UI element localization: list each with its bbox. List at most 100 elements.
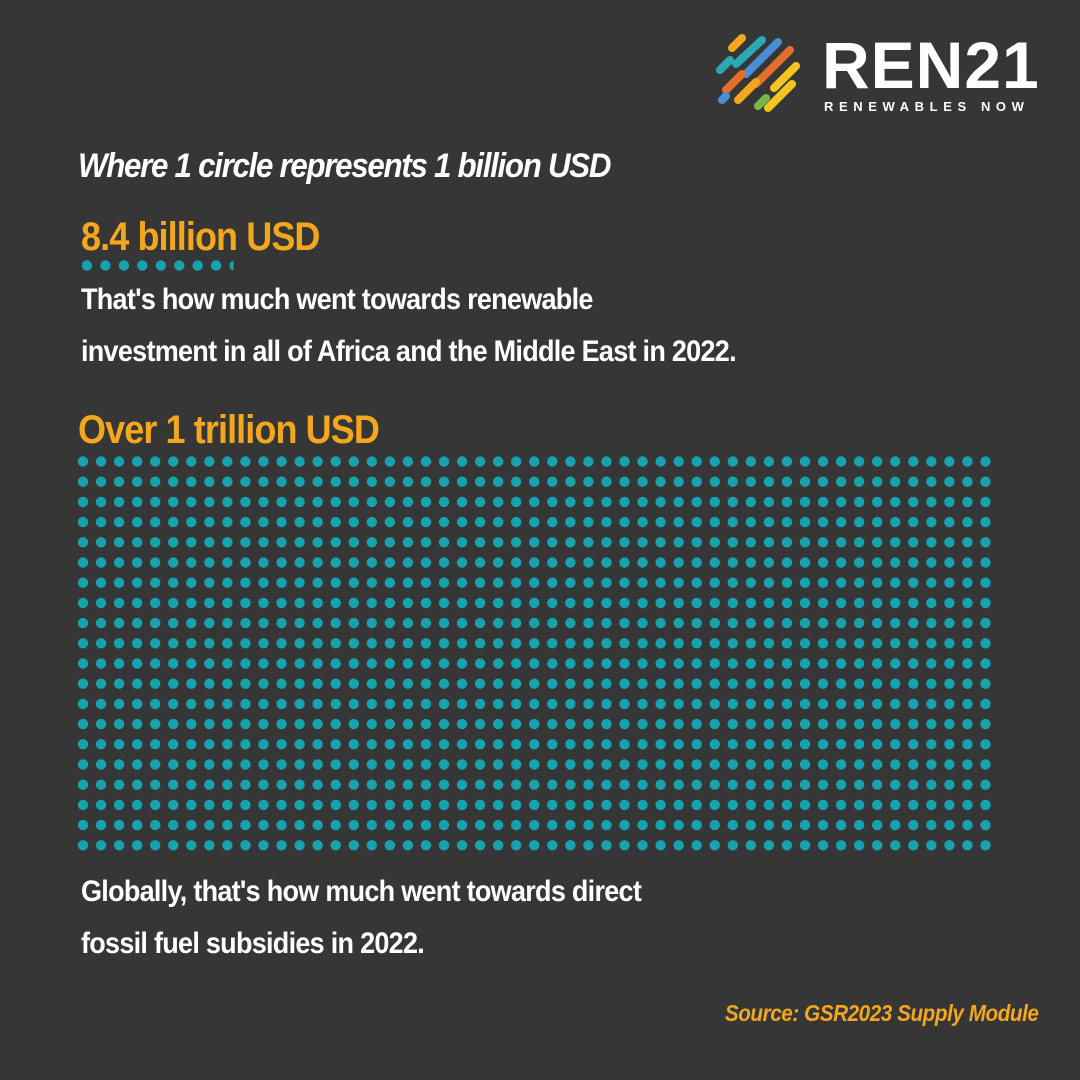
- billion-dot-subsidies: [204, 819, 215, 831]
- billion-dot-subsidies: [474, 718, 486, 730]
- billion-dot-subsidies: [186, 739, 197, 750]
- logo-stroke: [734, 78, 760, 104]
- billion-dot-subsidies: [420, 638, 432, 649]
- billion-dot-subsidies: [312, 658, 323, 669]
- billion-dot-subsidies: [511, 698, 522, 710]
- billion-dot-subsidies: [799, 476, 811, 487]
- billion-dot-subsidies: [962, 819, 973, 831]
- billion-dot-subsidies: [348, 617, 359, 629]
- billion-dot-subsidies: [222, 577, 233, 588]
- billion-dot-subsidies: [619, 658, 630, 669]
- billion-dot-subsidies: [456, 840, 468, 851]
- billion-dot-subsidies: [835, 537, 847, 548]
- billion-dot-subsidies: [565, 739, 576, 750]
- billion-dot-subsidies: [456, 516, 468, 528]
- billion-dot-subsidies: [709, 779, 720, 790]
- billion-dot-subsidies: [980, 577, 991, 588]
- billion-dot-subsidies: [294, 476, 305, 487]
- billion-dot-subsidies: [77, 557, 89, 568]
- billion-dot-subsidies: [547, 759, 558, 770]
- billion-dot-subsidies: [438, 819, 450, 831]
- billion-dot-subsidies: [240, 476, 251, 487]
- billion-dot-subsidies: [456, 597, 468, 609]
- billion-dot-subsidies: [944, 759, 955, 770]
- billion-dot-subsidies: [601, 678, 612, 689]
- billion-dot-subsidies: [547, 658, 558, 669]
- billion-dot-subsidies: [511, 557, 522, 568]
- billion-dot-subsidies: [511, 718, 522, 730]
- brand-tagline: RENEWABLES NOW: [824, 99, 1030, 114]
- billion-dot-subsidies: [565, 617, 576, 629]
- billion-dot-subsidies: [402, 557, 414, 568]
- billion-dot-subsidies: [655, 718, 666, 730]
- billion-dot-subsidies: [95, 759, 107, 770]
- billion-dot-subsidies: [637, 516, 648, 528]
- billion-dot-subsidies: [745, 597, 757, 609]
- billion-dot-subsidies: [781, 718, 793, 730]
- billion-dot-subsidies: [420, 456, 432, 467]
- billion-dot-subsidies: [348, 516, 359, 528]
- billion-dot-subsidies: [294, 739, 305, 750]
- billion-dot-subsidies: [601, 739, 612, 750]
- billion-dot-subsidies: [673, 718, 684, 730]
- billion-dot-subsidies: [655, 739, 666, 750]
- billion-dot-subsidies: [872, 496, 883, 508]
- billion-dot-subsidies: [637, 678, 648, 689]
- billion-dot-subsidies: [294, 779, 305, 790]
- billion-dot-subsidies: [655, 516, 666, 528]
- billion-dot-subsidies: [330, 638, 341, 649]
- billion-dot-subsidies: [384, 617, 396, 629]
- billion-dot-subsidies: [113, 476, 125, 487]
- billion-dot-subsidies: [258, 799, 269, 811]
- billion-dot-subsidies: [583, 537, 594, 548]
- billion-dot-subsidies: [655, 779, 666, 790]
- billion-dot-subsidies: [492, 739, 504, 750]
- billion-dot-subsidies: [186, 516, 197, 528]
- billion-dot-subsidies: [222, 456, 233, 467]
- billion-dot-subsidies: [799, 516, 811, 528]
- billion-dot-subsidies: [294, 819, 305, 831]
- billion-dot-subsidies: [655, 456, 666, 467]
- billion-dot-subsidies: [294, 718, 305, 730]
- logo-stroke: [754, 94, 770, 110]
- billion-dot-subsidies: [240, 779, 251, 790]
- billion-dot-subsidies: [763, 799, 775, 811]
- billion-dot-subsidies: [420, 819, 432, 831]
- billion-dot-subsidies: [240, 496, 251, 508]
- billion-dot-subsidies: [781, 537, 793, 548]
- billion-dot-subsidies: [565, 476, 576, 487]
- billion-dot-subsidies: [330, 476, 341, 487]
- billion-dot-subsidies: [330, 617, 341, 629]
- billion-dot-subsidies: [456, 678, 468, 689]
- billion-dot-subsidies: [817, 678, 829, 689]
- billion-dot-subsidies: [583, 476, 594, 487]
- billion-dot-subsidies: [908, 537, 919, 548]
- billion-dot-subsidies: [853, 516, 865, 528]
- billion-dot-subsidies: [781, 779, 793, 790]
- billion-dot-subsidies: [835, 557, 847, 568]
- billion-dot-subsidies: [619, 718, 630, 730]
- billion-dot-subsidies: [276, 638, 287, 649]
- billion-dot-subsidies: [168, 739, 179, 750]
- billion-dot-subsidies: [95, 718, 107, 730]
- billion-dot-subsidies: [763, 537, 775, 548]
- billion-dot-subsidies: [186, 557, 197, 568]
- billion-dot-subsidies: [890, 456, 901, 467]
- billion-dot-subsidies: [619, 557, 630, 568]
- billion-dot-subsidies: [131, 779, 143, 790]
- billion-dot-subsidies: [258, 718, 269, 730]
- billion-dot-subsidies: [601, 516, 612, 528]
- billion-dot-subsidies: [529, 840, 540, 851]
- billion-dot-subsidies: [511, 577, 522, 588]
- billion-dot-subsidies: [186, 779, 197, 790]
- billion-dot-subsidies: [763, 557, 775, 568]
- billion-dot-subsidies: [474, 799, 486, 811]
- billion-dot-subsidies: [77, 658, 89, 669]
- billion-dot-subsidies: [817, 840, 829, 851]
- billion-dot-subsidies: [402, 779, 414, 790]
- billion-dot-subsidies: [908, 456, 919, 467]
- billion-dot-subsidies: [222, 638, 233, 649]
- billion-dot-subsidies: [474, 516, 486, 528]
- billion-dot-subsidies: [474, 597, 486, 609]
- billion-dot-subsidies: [637, 819, 648, 831]
